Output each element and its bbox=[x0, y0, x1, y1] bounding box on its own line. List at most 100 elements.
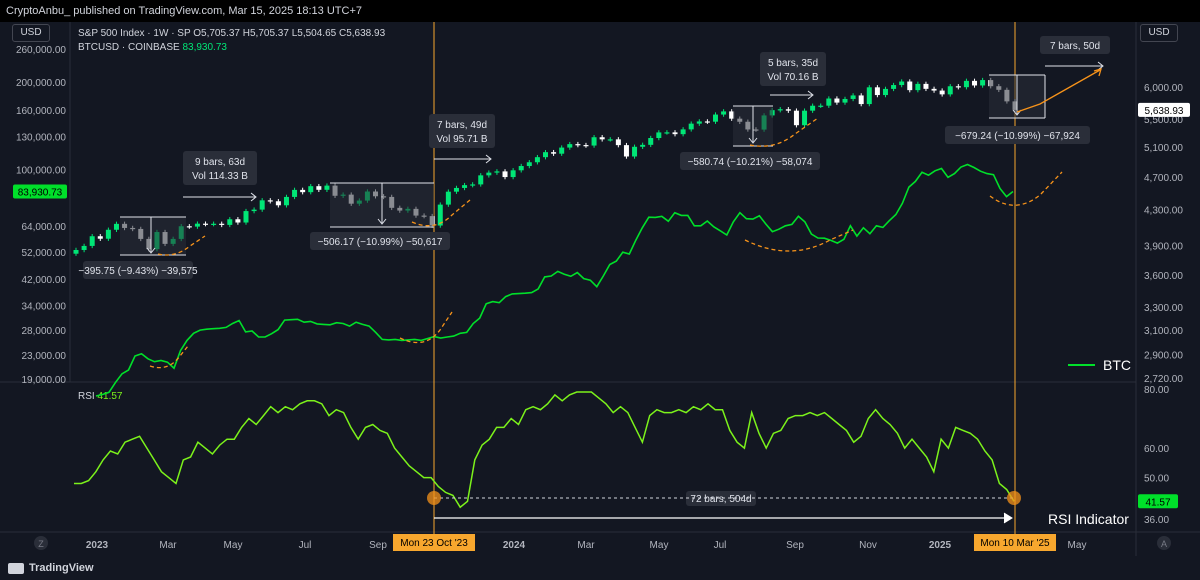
left-currency-button[interactable]: USD bbox=[12, 24, 50, 42]
spx-candle-body bbox=[89, 236, 95, 246]
time-tick-label: Mar bbox=[577, 540, 595, 551]
annotation-text: −679.24 (−10.99%) −67,924 bbox=[955, 131, 1080, 142]
spx-candle-body bbox=[793, 110, 799, 126]
spx-candle-body bbox=[648, 138, 654, 145]
spx-candle-body bbox=[980, 80, 986, 86]
spx-candle-body bbox=[235, 219, 241, 223]
rsi-bar-count-text: 72 bars, 504d bbox=[690, 494, 751, 505]
annotation-box bbox=[680, 152, 820, 170]
spx-candle-body bbox=[615, 139, 621, 146]
right-tick-label: 3,900.00 bbox=[1144, 241, 1183, 252]
annotation-labels: 9 bars, 63d Vol 114.33 B −395.75 (−9.43%) … bbox=[78, 36, 1110, 506]
orange-line-4-head bbox=[1093, 68, 1102, 77]
spx-candle-body bbox=[721, 111, 727, 115]
spx-candle-body bbox=[818, 105, 824, 107]
projection-arrow-3-head bbox=[807, 90, 814, 100]
spx-current-price-label: 5,638.93 bbox=[1145, 106, 1184, 117]
spx-candle-body bbox=[300, 189, 306, 193]
spx-candle-body bbox=[275, 201, 281, 206]
annotation-bars: 7 bars, 49d bbox=[437, 120, 487, 131]
spx-candle-body bbox=[437, 204, 443, 226]
spx-candle-body bbox=[712, 114, 718, 122]
spx-candle-body bbox=[316, 186, 322, 190]
btc-current-price-tag bbox=[13, 184, 67, 199]
annotation-volume: Vol 114.33 B bbox=[192, 171, 248, 182]
spx-candle-body bbox=[882, 88, 888, 96]
spx-candle-body bbox=[688, 123, 694, 130]
annotation-bars: 5 bars, 35d bbox=[768, 58, 818, 69]
time-tick-label: 2025 bbox=[929, 540, 952, 551]
btc-value: 83,930.73 bbox=[182, 42, 227, 53]
left-price-axis: 260,000.00 200,000.00 160,000.00 130,000.00… bbox=[13, 45, 67, 386]
time-marker-tag bbox=[974, 534, 1056, 551]
left-tick-label: 34,000.00 bbox=[22, 302, 67, 313]
spx-candle-body bbox=[923, 83, 929, 89]
bar-count-arrowhead bbox=[1003, 512, 1013, 524]
spx-candle-body bbox=[607, 139, 613, 141]
time-tick-label: May bbox=[650, 540, 669, 551]
time-tick-label: Jul bbox=[299, 540, 312, 551]
spx-candle-body bbox=[874, 87, 880, 96]
right-currency-button[interactable]: USD bbox=[1140, 24, 1178, 42]
spx-candle-body bbox=[105, 229, 111, 239]
annotation-box bbox=[310, 232, 450, 250]
time-tick-label: 2024 bbox=[503, 540, 526, 551]
spx-candle-body bbox=[478, 175, 484, 185]
spx-low: 5,504.65 bbox=[297, 28, 337, 39]
orange-curve-btc-1 bbox=[149, 345, 189, 369]
zoom-button-label: Z bbox=[38, 539, 44, 549]
spx-open: 5,705.37 bbox=[201, 28, 240, 39]
rsi-legend: RSI 41.57 bbox=[78, 391, 122, 402]
rsi-axis: 80.00 60.00 50.00 36.00 41.57 bbox=[1138, 385, 1178, 526]
tradingview-logo-icon bbox=[8, 562, 24, 574]
annotation-text: −395.75 (−9.43%) −39,575 bbox=[78, 266, 198, 277]
zoom-button[interactable] bbox=[34, 536, 48, 550]
annotation-box bbox=[183, 151, 257, 185]
spx-candle-body bbox=[97, 236, 103, 239]
spx-candle-body bbox=[219, 223, 225, 225]
spx-candle-body bbox=[632, 146, 638, 157]
btc-legend: BTCUSD · COINBASE 83,930.73 bbox=[78, 42, 227, 53]
spx-candle-body bbox=[559, 147, 565, 154]
spx-candle-body bbox=[267, 200, 273, 202]
spx-candle-body bbox=[227, 219, 233, 225]
annotation-box bbox=[945, 126, 1090, 144]
right-tick-label: 2,900.00 bbox=[1144, 350, 1183, 361]
annotation-volume: Vol 70.16 B bbox=[767, 72, 818, 83]
left-tick-label: 200,000.00 bbox=[16, 78, 66, 89]
time-tick-label: Mar bbox=[159, 540, 177, 551]
spx-candle-body bbox=[259, 200, 265, 210]
rsi-tick-label: 80.00 bbox=[1144, 385, 1169, 396]
spx-candle-body bbox=[73, 250, 79, 254]
time-tick-label: May bbox=[1068, 540, 1087, 551]
orange-curve-1 bbox=[157, 235, 206, 256]
spx-candle-body bbox=[810, 105, 816, 111]
right-tick-label: 4,300.00 bbox=[1144, 206, 1183, 217]
range-box-1 bbox=[120, 217, 186, 255]
spx-candle-body bbox=[203, 223, 209, 225]
spx-candle-body bbox=[858, 95, 864, 105]
rsi-low-marker-1 bbox=[427, 491, 441, 505]
left-tick-label: 28,000.00 bbox=[22, 326, 67, 337]
spx-candle-body bbox=[850, 95, 856, 99]
left-tick-label: 64,000.00 bbox=[22, 222, 67, 233]
annotation-box bbox=[429, 114, 495, 148]
tradingview-logo[interactable]: TradingView bbox=[8, 562, 94, 574]
spx-candle-body bbox=[591, 137, 597, 146]
annotation-box bbox=[1040, 36, 1110, 54]
left-tick-label: 19,000.00 bbox=[22, 375, 67, 386]
spx-high: 5,705.37 bbox=[249, 28, 289, 39]
rsi-tick-label: 36.00 bbox=[1144, 515, 1169, 526]
rsi-low-marker-2 bbox=[1007, 491, 1021, 505]
spx-candle-body bbox=[462, 185, 468, 188]
spx-candle-body bbox=[292, 189, 298, 197]
spx-candle-body bbox=[891, 85, 897, 89]
spx-candle-body bbox=[283, 196, 289, 206]
right-tick-label: 2,720.00 bbox=[1144, 374, 1183, 385]
auto-scale-button[interactable] bbox=[1157, 536, 1171, 550]
spx-candle-body bbox=[729, 111, 735, 119]
annotation-text: 7 bars, 50d bbox=[1050, 41, 1100, 52]
spx-candle-body bbox=[543, 152, 548, 158]
projection-arrow-2-head bbox=[485, 154, 492, 164]
